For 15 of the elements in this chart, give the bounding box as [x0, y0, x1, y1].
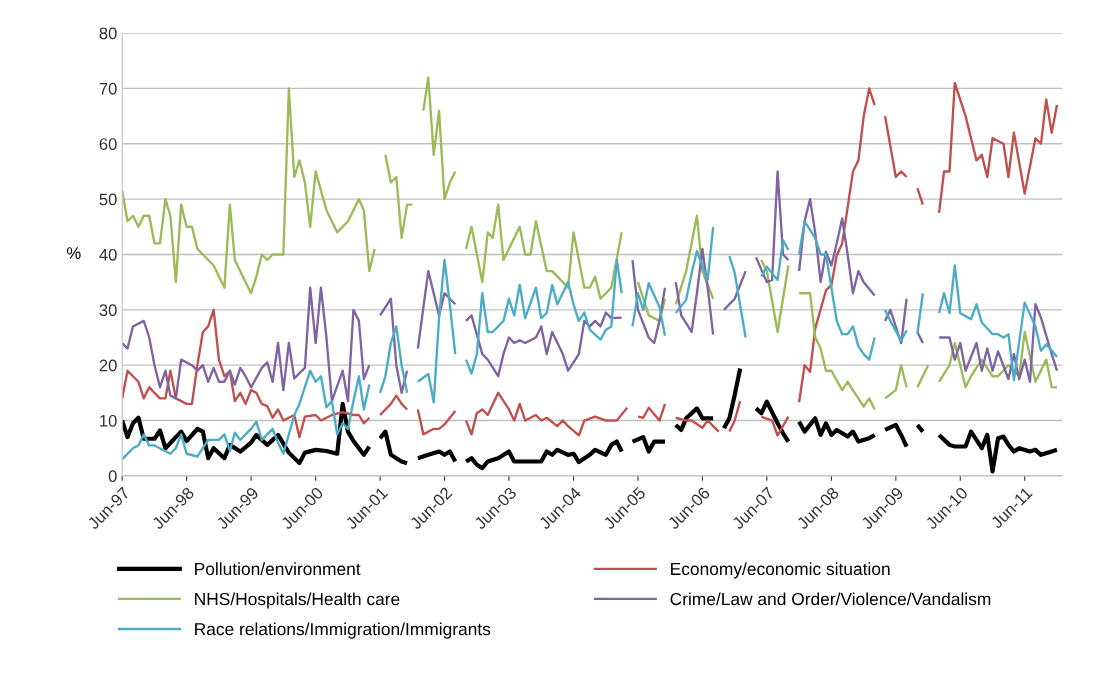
y-tick-label: 10 [100, 414, 117, 427]
y-tick-label: 20 [99, 359, 117, 372]
y-tick-label: 0 [108, 470, 117, 483]
legend-label: Crime/Law and Order/Violence/Vandalism [670, 592, 991, 606]
y-axis-title: % [67, 247, 81, 259]
y-tick-label: 80 [99, 27, 117, 40]
legend-label: Economy/economic situation [671, 562, 890, 579]
y-tick-label: 50 [99, 193, 117, 206]
legend-label: Pollution/environment [195, 562, 361, 576]
y-tick-label: 70 [99, 82, 117, 95]
y-tick-label: 30 [99, 304, 117, 317]
y-tick-label: 40 [99, 248, 117, 261]
y-tick-label: 60 [99, 138, 117, 150]
legend-label: NHS/Hospitals/Health care [195, 592, 400, 609]
legend-label: Race relations/Immigration/Immigrants [195, 622, 491, 639]
